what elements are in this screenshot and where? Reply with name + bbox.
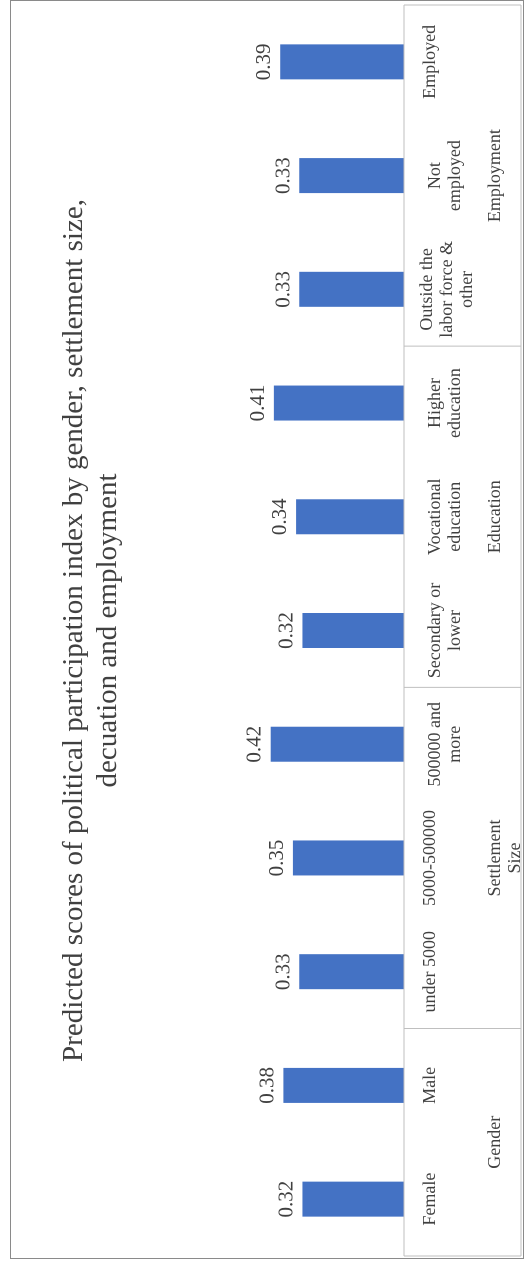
category-tick-label: employed <box>444 140 464 211</box>
bar-value-label: 0.32 <box>273 612 297 649</box>
category-tick-label: Vocational <box>424 478 444 555</box>
category-tick-label: education <box>444 368 464 438</box>
bar <box>270 726 404 762</box>
bar <box>280 44 404 80</box>
bar <box>292 840 405 876</box>
bar <box>296 499 404 535</box>
category-tick-label: Secondary or <box>424 583 444 678</box>
bar-value-label: 0.32 <box>273 1181 297 1218</box>
group-label: Employment <box>484 129 504 222</box>
category-tick-label: under 5000 <box>419 931 439 1012</box>
bar-value-label: 0.33 <box>270 953 294 990</box>
bar <box>299 271 404 307</box>
group-label: Size <box>504 842 524 873</box>
category-tick-label: 500000 and <box>424 702 444 787</box>
group-label: Settlement <box>484 819 504 896</box>
bar-value-label: 0.33 <box>270 157 294 194</box>
chart-frame: Predicted scores of political participat… <box>10 0 524 1259</box>
chart: Predicted scores of political participat… <box>57 4 524 1257</box>
category-tick-label: Female <box>419 1173 439 1226</box>
category-tick-label: other <box>456 271 476 308</box>
bar-value-label: 0.42 <box>242 726 266 763</box>
category-tick-label: labor force & <box>436 241 456 338</box>
bar-value-label: 0.39 <box>251 43 275 80</box>
category-tick-label: Male <box>419 1067 439 1104</box>
bar-value-label: 0.38 <box>254 1067 278 1104</box>
category-tick-label: education <box>444 482 464 552</box>
bar-value-label: 0.34 <box>267 498 291 535</box>
bar <box>302 613 404 648</box>
category-tick-label: Employed <box>419 25 439 99</box>
bar-value-label: 0.41 <box>245 385 269 422</box>
bar <box>302 1181 404 1217</box>
bar <box>299 954 404 990</box>
category-tick-label: Not <box>424 162 444 189</box>
category-tick-label: 5000-500000 <box>419 810 439 906</box>
group-label: Gender <box>484 1116 504 1169</box>
category-tick-label: Higher <box>424 378 444 428</box>
category-tick-label: Outside the <box>416 248 436 331</box>
bars: 0.32 0.38 0.33 0.35 0.42 0.32 0.34 0.41 0.33 0.33… <box>242 43 405 1218</box>
category-tick-label: lower <box>444 610 464 651</box>
bar <box>273 385 404 421</box>
category-axis: Female Male under 5000 5000-500000 500000 an… <box>403 4 524 1257</box>
category-tick-label: more <box>444 726 464 763</box>
bar <box>283 1067 404 1103</box>
bar-value-label: 0.33 <box>270 271 294 308</box>
chart-title: Predicted scores of political participat… <box>57 199 123 1062</box>
group-label: Education <box>484 480 504 553</box>
chart-title-line: Predicted scores of political participat… <box>57 199 89 1062</box>
bar-value-label: 0.35 <box>264 840 288 877</box>
bar <box>299 158 404 194</box>
chart-title-line: decuation and employment <box>91 473 123 787</box>
